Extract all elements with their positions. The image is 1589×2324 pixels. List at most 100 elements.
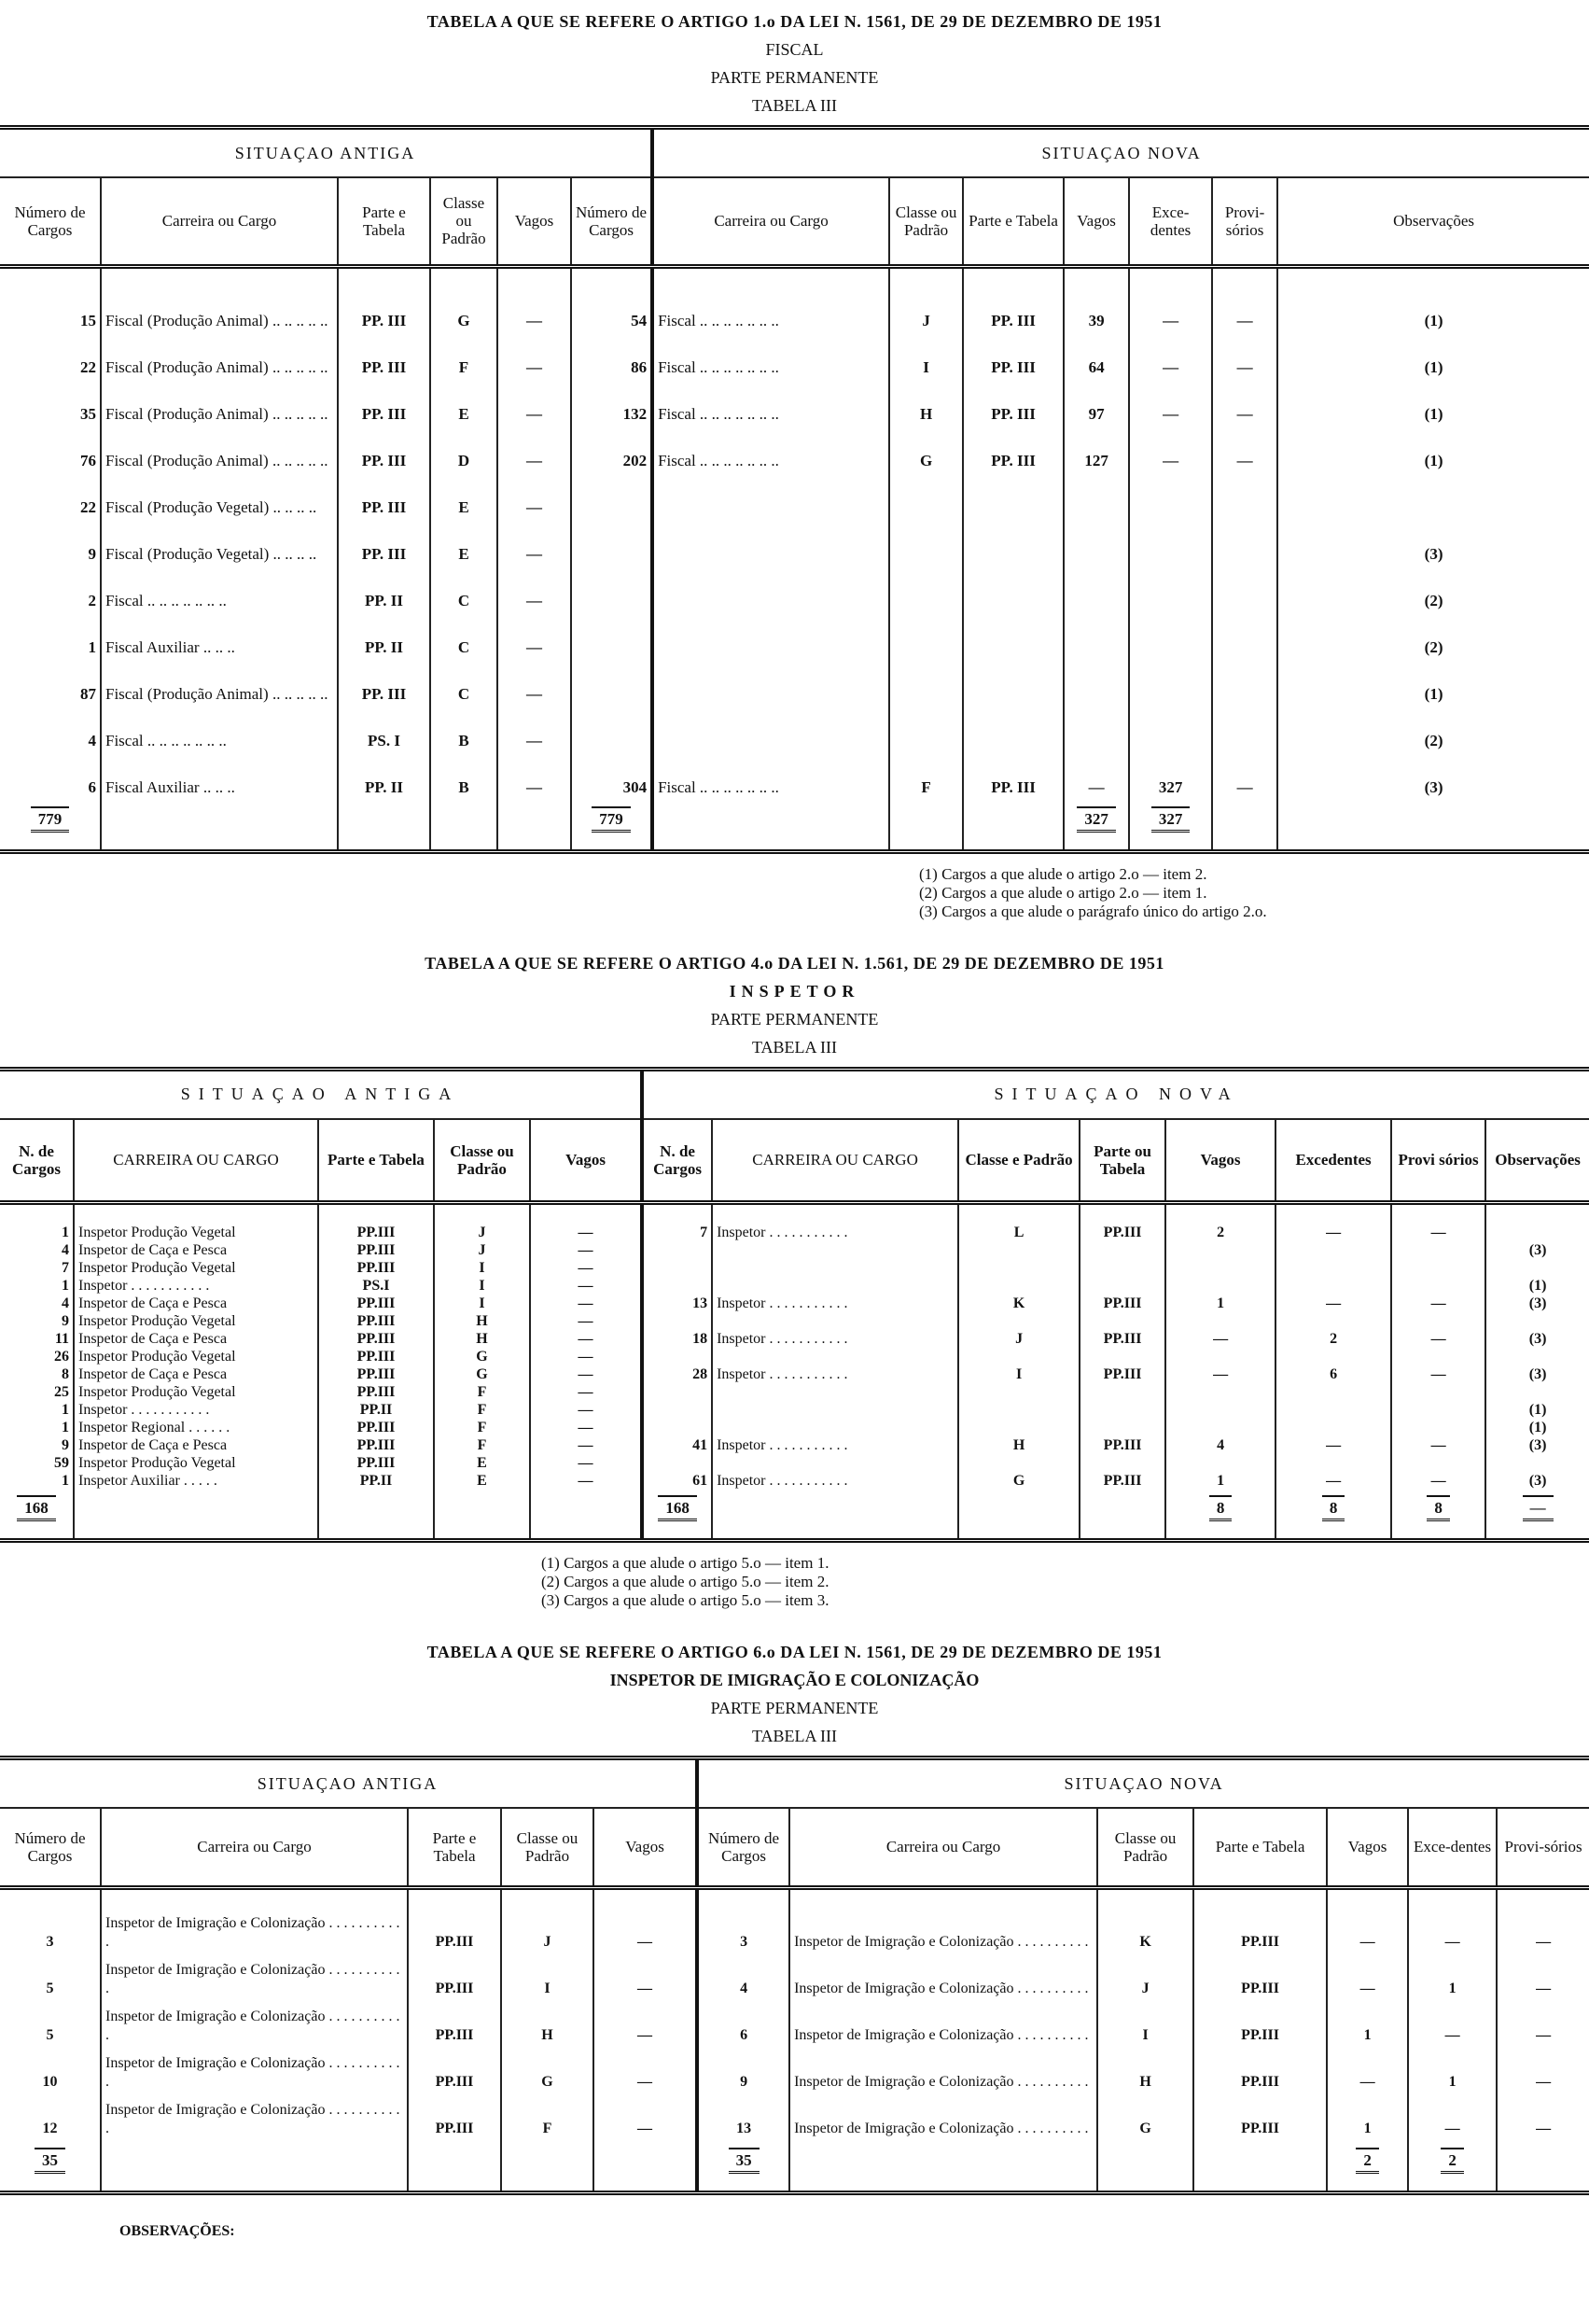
column-header: Observações — [1484, 1118, 1589, 1205]
table-cell: Fiscal Auxiliar .. .. .. — [100, 613, 338, 661]
table-cell: H — [957, 1436, 1080, 1454]
table-cell — [1063, 707, 1130, 754]
table-cell — [711, 1383, 959, 1401]
table-cell — [640, 1419, 713, 1436]
total-cell: 8 — [1275, 1490, 1392, 1527]
table-cell: 64 — [1063, 333, 1130, 381]
table-row: 7 Inspetor Produção Vegetal PP.III I — — [0, 1259, 1589, 1277]
table-cell: Inspetor de Imigração e Colonização . . … — [788, 2048, 1098, 2095]
table-cell — [1164, 1277, 1276, 1295]
table-cell: Fiscal .. .. .. .. .. .. .. — [100, 567, 338, 614]
total-cell — [1096, 2141, 1194, 2179]
table-cell: 1 — [62, 1473, 69, 1489]
table-cell: 54 — [569, 287, 653, 334]
table-cell — [888, 473, 964, 521]
column-header: Parte e Tabela — [1192, 1808, 1328, 1890]
totals-row: 35 35 2 2 — [0, 2141, 1589, 2179]
table-cell: Inspetor de Caça e Pesca — [73, 1365, 318, 1383]
table-cell: Inspetor de Imigração e Colonização . . … — [100, 2001, 408, 2049]
table-cell: E — [433, 1472, 530, 1490]
table-cell: — — [1407, 1908, 1498, 1955]
total-cell — [433, 1490, 530, 1527]
table-cell — [650, 473, 890, 521]
table-cell — [569, 567, 653, 614]
table-cell: PP.III — [317, 1383, 434, 1401]
table-cell — [640, 1401, 713, 1419]
table-cell: 86 — [569, 333, 653, 381]
table1-part: PARTE PERMANENTE — [710, 68, 879, 87]
total-cell: 168 — [640, 1490, 713, 1527]
table-cell: — — [1128, 333, 1213, 381]
table-cell: PP.III — [317, 1436, 434, 1454]
table3-number: TABELA III — [751, 1727, 838, 1745]
spacer-cell — [650, 837, 890, 851]
table-cell: — — [496, 380, 571, 427]
table-cell: J — [888, 287, 964, 334]
table-cell: 2 — [1275, 1330, 1392, 1348]
table-cell — [1390, 1401, 1486, 1419]
spacer-cell — [1128, 837, 1213, 851]
table-cell — [888, 613, 964, 661]
table-cell: — — [1326, 1954, 1409, 2002]
table-cell: PP. III — [337, 660, 430, 707]
table-cell — [957, 1383, 1080, 1401]
table-cell: PP. II — [337, 567, 430, 614]
table-cell: 132 — [569, 380, 653, 427]
table-cell: — — [1390, 1330, 1486, 1348]
column-header: Vagos — [592, 1808, 698, 1890]
spacer-row — [0, 2178, 1589, 2192]
table-cell — [1275, 1241, 1392, 1259]
table-cell: Inspetor Produção Vegetal — [73, 1454, 318, 1472]
table-cell: PP.III — [317, 1224, 434, 1241]
table3-subject: INSPETOR DE IMIGRAÇÃO E COLONIZAÇÃO — [609, 1671, 980, 1689]
table-cell — [1079, 1401, 1166, 1419]
table-cell — [1276, 473, 1589, 521]
spacer-cell — [73, 1527, 318, 1541]
table-cell: PP.III — [407, 2001, 501, 2049]
spacer-cell — [1407, 2178, 1498, 2192]
table-cell: PP.III — [1079, 1295, 1166, 1312]
total-cell: 8 — [1164, 1490, 1276, 1527]
table-cell — [1390, 1383, 1486, 1401]
spacer-cell — [888, 837, 964, 851]
total-cell — [500, 2141, 593, 2179]
column-header: Número de Cargos — [0, 1808, 101, 1890]
table-cell — [1164, 1312, 1276, 1330]
spacer-cell — [1096, 2178, 1194, 2192]
table-cell: Fiscal .. .. .. .. .. .. .. — [650, 427, 890, 474]
table-cell — [1079, 1277, 1166, 1295]
table-cell: (2) — [1276, 707, 1589, 754]
total-cell: 2 — [1326, 2141, 1409, 2179]
table-cell — [1484, 1348, 1589, 1365]
table-cell — [1063, 520, 1130, 567]
table-cell — [1275, 1419, 1392, 1436]
table-row: 5 Inspetor de Imigração e Colonização . .… — [0, 2001, 1589, 2049]
total-value: 8 — [1208, 1495, 1233, 1521]
table-cell: 28 — [640, 1365, 713, 1383]
table-cell: 6 — [695, 2001, 790, 2049]
table-cell: 1 — [62, 1278, 69, 1294]
table-cell: PP.II — [317, 1472, 434, 1490]
table-cell: — — [1128, 287, 1213, 334]
table-cell — [640, 1241, 713, 1259]
column-header: N. de Cargos — [0, 1118, 74, 1205]
column-header: Parte e Tabela — [962, 177, 1065, 269]
table-cell: Inspetor de Imigração e Colonização . . … — [788, 2001, 1098, 2049]
table-cell — [1164, 1454, 1276, 1472]
table-cell — [1484, 1454, 1589, 1472]
column-header: Vagos — [1063, 177, 1130, 269]
table-cell: — — [496, 753, 571, 801]
table-cell: G — [1096, 2094, 1194, 2142]
table-row: 26 Inspetor Produção Vegetal PP.III G — — [0, 1348, 1589, 1365]
table-cell — [1211, 520, 1278, 567]
table-row: 15 Fiscal (Produção Animal) .. .. .. .. .… — [0, 287, 1589, 334]
observacoes-label: OBSERVAÇÕES: — [119, 2222, 235, 2239]
table-cell: PP.III — [1079, 1365, 1166, 1383]
table-cell: PP.III — [1192, 2001, 1328, 2049]
table-cell: 6 — [1275, 1365, 1392, 1383]
spacer-cell — [1390, 1527, 1486, 1541]
spacer-cell — [73, 1202, 318, 1224]
table-cell: 3 — [695, 1908, 790, 1955]
table-row: 10 Inspetor de Imigração e Colonização . … — [0, 2048, 1589, 2095]
table-cell: PP.III — [1079, 1330, 1166, 1348]
